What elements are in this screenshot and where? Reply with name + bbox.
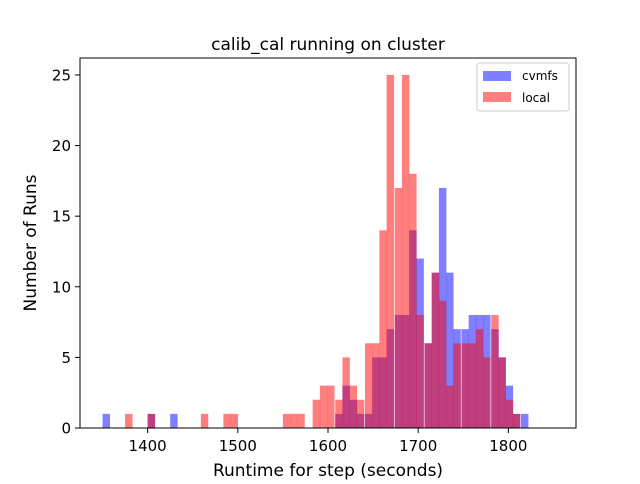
bar-local-9	[319, 385, 328, 428]
bar-cvmfs-2	[170, 413, 178, 428]
bar-local-30	[475, 329, 484, 428]
bar-local-28	[461, 343, 469, 428]
bar-local-16	[372, 343, 380, 428]
x-axis-label: Runtime for step (seconds)	[213, 461, 443, 480]
y-tick-label-5: 5	[61, 349, 71, 367]
legend: cvmfs local	[476, 62, 570, 112]
legend-label-local: local	[522, 91, 550, 105]
y-tick-label-25: 25	[52, 66, 71, 84]
legend-swatch-local	[483, 92, 511, 102]
bar-local-33	[498, 357, 506, 428]
ticks-layer: 1400 1500 1600 1700 1800 0 5 10 15 20 25	[52, 66, 528, 455]
legend-swatch-cvmfs	[483, 71, 511, 81]
bar-local-10	[327, 385, 335, 428]
x-tick-label-1800: 1800	[489, 437, 527, 455]
bar-local-18	[386, 74, 395, 428]
bar-local-6	[290, 413, 298, 428]
x-tick-label-1600: 1600	[309, 437, 347, 455]
bar-cvmfs-28	[520, 413, 529, 428]
bar-local-29	[468, 343, 477, 428]
chart-title: calib_cal running on cluster	[211, 35, 445, 55]
bar-local-11	[335, 399, 343, 428]
bar-local-5	[282, 413, 291, 428]
bar-local-34	[505, 399, 514, 428]
bar-local-24	[431, 272, 440, 428]
bar-local-26	[446, 385, 454, 428]
bar-local-12	[342, 357, 350, 428]
legend-label-cvmfs: cvmfs	[522, 69, 558, 83]
y-tick-label-0: 0	[61, 420, 71, 438]
bar-local-3	[223, 413, 231, 428]
bar-local-27	[453, 343, 461, 428]
bar-local-14	[356, 399, 365, 428]
y-tick-label-15: 15	[52, 208, 71, 226]
bar-local-23	[424, 343, 432, 428]
bar-cvmfs-0	[102, 413, 110, 428]
bar-local-0	[125, 413, 133, 428]
bar-local-21	[409, 173, 417, 428]
x-tick-label-1500: 1500	[219, 437, 257, 455]
bar-cvmfs-18	[446, 272, 454, 428]
bar-local-22	[416, 315, 424, 428]
bar-local-15	[364, 343, 373, 428]
bar-local-13	[349, 385, 358, 428]
bar-local-25	[438, 300, 447, 428]
bar-local-8	[312, 399, 321, 428]
bar-local-19	[394, 187, 403, 428]
y-tick-label-10: 10	[52, 278, 71, 296]
x-tick-label-1700: 1700	[399, 437, 437, 455]
y-axis-label: Number of Runs	[21, 174, 41, 311]
bar-local-1	[147, 413, 156, 428]
bar-local-7	[297, 413, 305, 428]
x-tick-label-1400: 1400	[129, 437, 167, 455]
bar-local-31	[483, 357, 491, 428]
bars-layer	[102, 74, 529, 428]
bar-local-2	[200, 413, 209, 428]
bar-local-4	[230, 413, 239, 428]
y-tick-label-20: 20	[52, 137, 71, 155]
bar-local-32	[491, 315, 499, 428]
bar-local-17	[379, 230, 387, 428]
bar-local-35	[512, 413, 521, 428]
bar-local-20	[401, 74, 410, 428]
